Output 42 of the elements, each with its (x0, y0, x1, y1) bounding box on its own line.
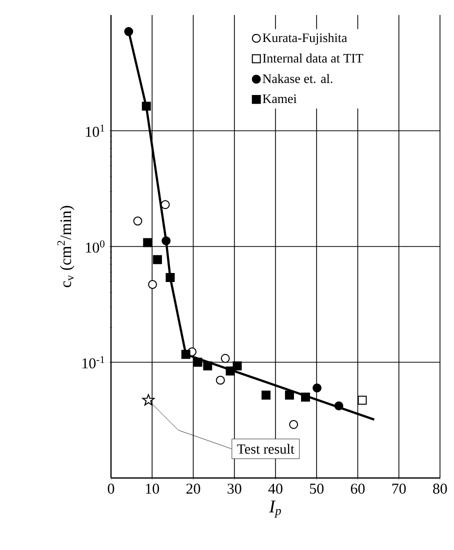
x-tick-label: 60 (350, 484, 365, 494)
x-tick-label: 40 (268, 484, 282, 494)
point (220, 354, 230, 363)
point (162, 236, 171, 246)
point (124, 27, 134, 36)
legend-label: Internal data at TIT (262, 54, 364, 63)
point (166, 272, 175, 282)
x-tick-label: 80 (433, 484, 447, 494)
x-tick-label: 50 (310, 484, 324, 494)
x-tick-label: 30 (228, 484, 242, 494)
point (142, 102, 151, 111)
x-tick-label: 10 (146, 484, 160, 494)
y-axis-title: c$_{v}$ (cm$^{2}$/min) (57, 206, 74, 288)
point (284, 390, 294, 400)
point (203, 361, 212, 370)
y-tick-label: 10$^{-1}$ (82, 356, 104, 368)
y-tick-label: 10$^{1}$ (86, 124, 104, 137)
x-tick-label: 0 (108, 484, 114, 494)
point (334, 401, 344, 410)
legend-label: Kamei (262, 94, 297, 104)
point (160, 200, 170, 210)
point (262, 390, 271, 400)
x-tick-label: 70 (392, 484, 406, 494)
legend-label: Nakase et. al. (262, 74, 332, 84)
point (152, 255, 162, 264)
point (193, 358, 202, 367)
point (358, 396, 367, 405)
point (289, 420, 298, 429)
legend-label: Kurata-Fujishita (262, 33, 348, 45)
annotation: Test result (237, 444, 294, 454)
point (142, 394, 155, 406)
point (181, 350, 190, 359)
point (301, 392, 310, 402)
x-tick-label: 20 (186, 484, 200, 494)
point (312, 383, 322, 392)
point (216, 376, 225, 385)
point (232, 361, 242, 370)
x-axis-title: I$_{p}$ (269, 500, 281, 518)
point (148, 280, 158, 289)
point (143, 238, 152, 248)
y-tick-label: 10$^{0}$ (86, 240, 104, 253)
point (133, 216, 142, 226)
